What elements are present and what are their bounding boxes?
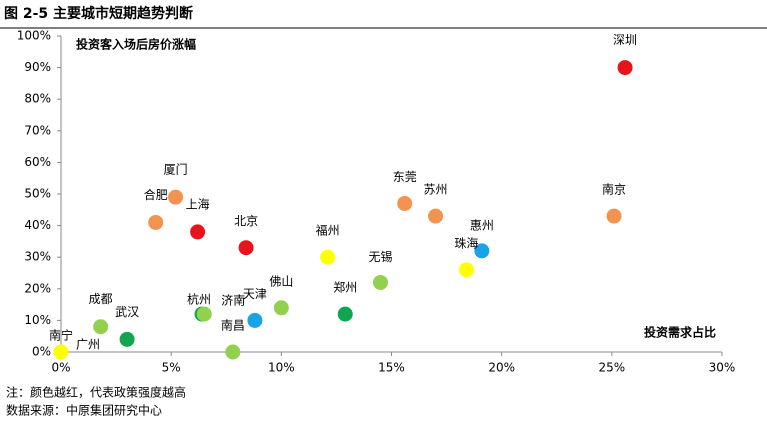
point-label: 广州 bbox=[76, 338, 100, 352]
source-note: 数据来源：中原集团研究中心 bbox=[6, 403, 162, 418]
y-tick-label: 60% bbox=[24, 155, 51, 169]
point bbox=[148, 214, 164, 230]
point-label: 南京 bbox=[602, 182, 626, 197]
point-label: 深圳 bbox=[613, 33, 637, 47]
point-label: 杭州 bbox=[187, 292, 211, 307]
point-label: 珠海 bbox=[454, 235, 478, 250]
point bbox=[53, 344, 69, 360]
y-tick-label: 30% bbox=[24, 250, 51, 264]
point bbox=[617, 60, 633, 76]
point-label: 济南 bbox=[221, 293, 245, 308]
point bbox=[273, 300, 289, 316]
point bbox=[397, 195, 413, 211]
x-tick-label: 15% bbox=[378, 361, 405, 375]
point bbox=[337, 306, 353, 322]
point bbox=[225, 344, 241, 360]
point bbox=[458, 262, 474, 278]
y-axis-title: 投资客入场后房价涨幅 bbox=[76, 37, 196, 52]
y-tick-label: 70% bbox=[24, 123, 51, 137]
point bbox=[190, 224, 206, 240]
point-label: 合肥 bbox=[144, 187, 168, 202]
point bbox=[474, 243, 490, 259]
x-tick-label: 0% bbox=[51, 361, 70, 375]
point-label: 武汉 bbox=[115, 305, 139, 319]
point bbox=[320, 249, 336, 265]
point bbox=[247, 312, 263, 328]
point-label: 福州 bbox=[316, 223, 340, 238]
point-label: 苏州 bbox=[424, 183, 448, 197]
point bbox=[372, 274, 388, 290]
point bbox=[196, 306, 212, 322]
point-label: 北京 bbox=[234, 214, 258, 228]
point-label: 无锡 bbox=[368, 249, 392, 264]
point bbox=[119, 331, 135, 347]
point-label: 天津 bbox=[243, 287, 267, 301]
x-tick-label: 20% bbox=[488, 361, 515, 375]
point bbox=[606, 208, 622, 224]
y-tick-label: 90% bbox=[24, 60, 51, 74]
point bbox=[428, 208, 444, 224]
point-label: 成都 bbox=[89, 292, 113, 306]
point-label: 厦门 bbox=[164, 162, 188, 177]
point bbox=[238, 240, 254, 256]
y-tick-label: 100% bbox=[17, 29, 51, 43]
point-label: 南宁 bbox=[49, 328, 73, 343]
x-tick-label: 5% bbox=[162, 361, 181, 375]
point-label: 郑州 bbox=[333, 280, 357, 295]
point-label: 惠州 bbox=[470, 218, 494, 232]
y-tick-label: 80% bbox=[24, 92, 51, 106]
x-tick-label: 10% bbox=[268, 361, 295, 375]
point-label: 上海 bbox=[186, 196, 210, 211]
y-tick-label: 0% bbox=[32, 345, 51, 359]
x-tick-label: 30% bbox=[709, 361, 736, 375]
point bbox=[93, 319, 109, 335]
point-label: 东莞 bbox=[393, 170, 417, 184]
chart-title: 图 2-5 主要城市短期趋势判断 bbox=[4, 5, 193, 22]
x-axis-title: 投资需求占比 bbox=[644, 325, 716, 340]
y-tick-label: 10% bbox=[24, 313, 51, 327]
note: 注：颜色越红，代表政策强度越高 bbox=[6, 385, 186, 400]
x-tick-label: 25% bbox=[598, 361, 625, 375]
y-tick-label: 40% bbox=[24, 218, 51, 232]
point-label: 南昌 bbox=[221, 318, 245, 333]
y-tick-label: 50% bbox=[24, 187, 51, 201]
point bbox=[168, 189, 184, 205]
point-label: 佛山 bbox=[269, 274, 293, 288]
y-tick-label: 20% bbox=[24, 281, 51, 295]
